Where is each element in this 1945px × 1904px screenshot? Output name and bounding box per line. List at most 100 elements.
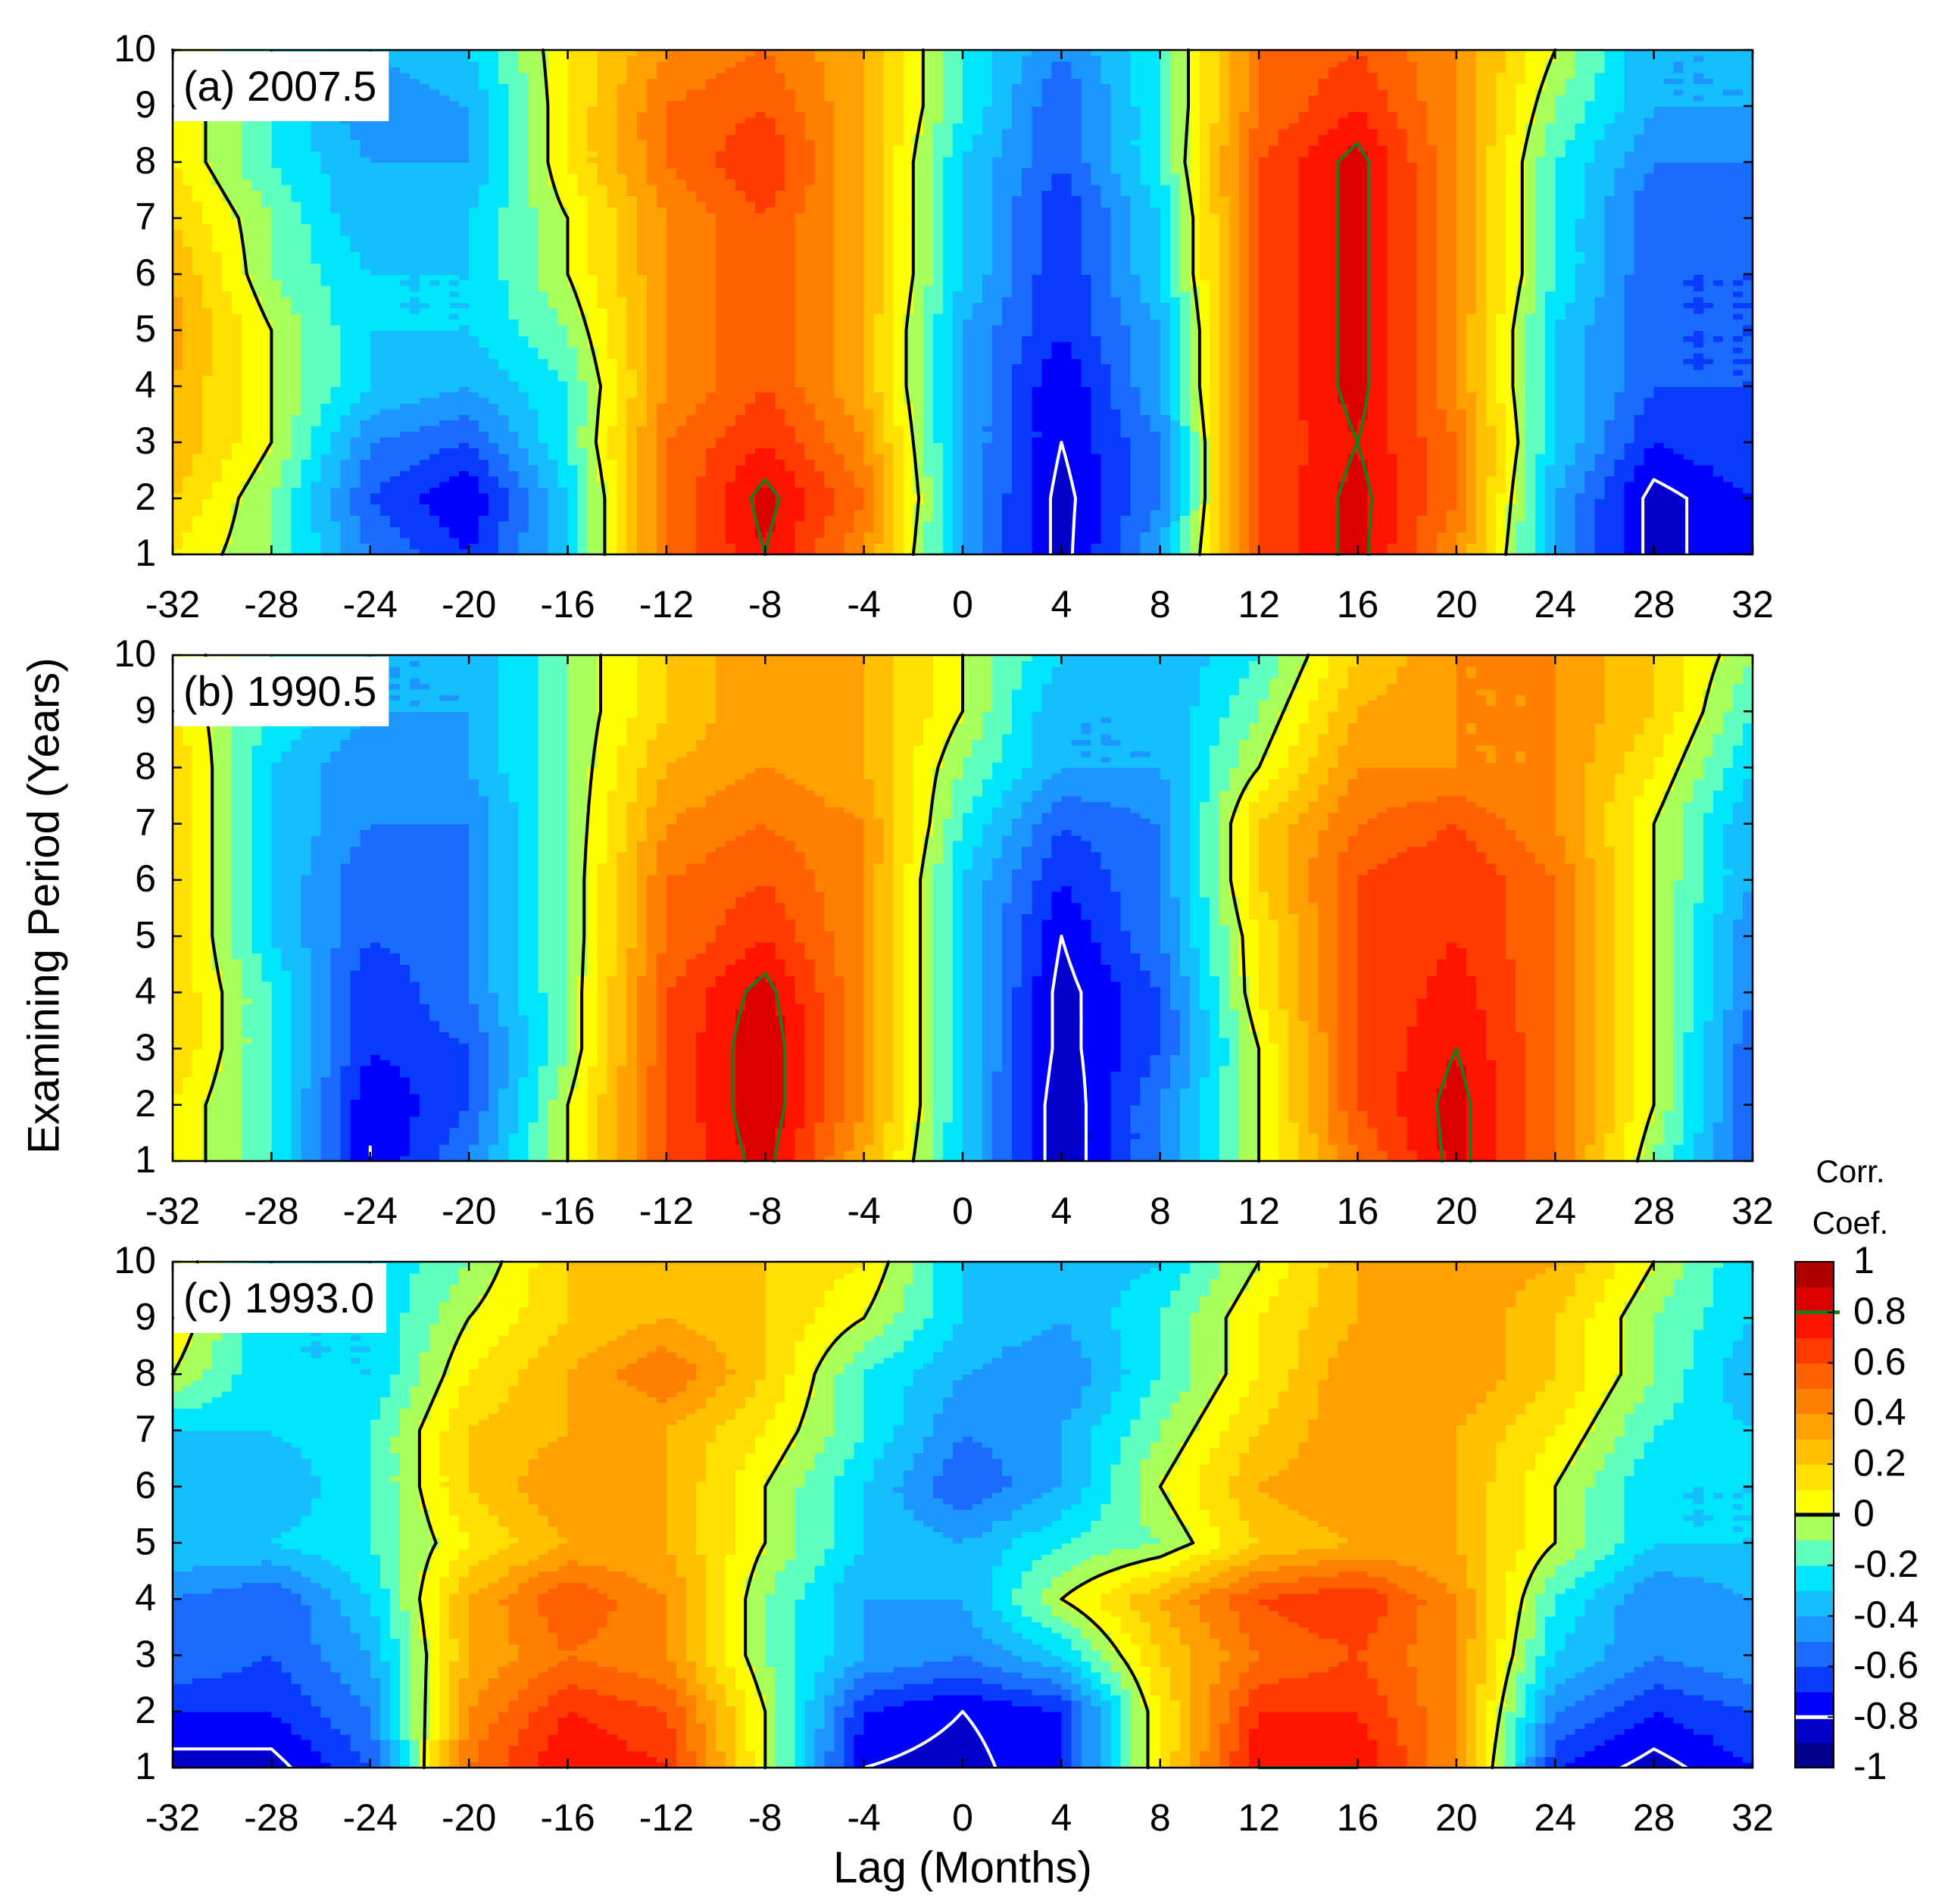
contour-fill [646, 414, 657, 421]
contour-fill [577, 285, 598, 292]
contour-fill [695, 492, 726, 499]
contour-fill [577, 509, 588, 516]
contour-fill [952, 358, 963, 365]
contour-fill [1485, 537, 1497, 544]
contour-fill [183, 347, 213, 354]
contour-fill [1614, 184, 1645, 191]
contour-fill [1032, 392, 1063, 398]
contour-fill [242, 156, 273, 163]
contour-fill [923, 448, 944, 454]
contour-fill [1091, 296, 1122, 303]
contour-fill [301, 336, 342, 342]
contour-fill [1012, 223, 1043, 230]
contour-fill [1189, 184, 1200, 191]
contour-fill [1061, 212, 1082, 219]
contour-fill [1338, 548, 1359, 555]
contour-fill [439, 279, 450, 286]
contour-fill [1130, 470, 1161, 477]
contour-fill [804, 504, 835, 510]
contour-fill [202, 397, 243, 404]
contour-fill [1456, 207, 1477, 214]
contour-fill [1732, 358, 1753, 365]
contour-fill [1535, 179, 1556, 186]
contour-fill [1338, 190, 1359, 197]
contour-fill [1179, 453, 1191, 460]
contour-fill [834, 235, 865, 242]
contour-fill [617, 268, 638, 275]
contour-fill [666, 336, 716, 342]
contour-fill [963, 274, 983, 281]
contour-fill [1298, 184, 1339, 191]
contour-fill [824, 532, 845, 538]
contour-fill [1041, 268, 1063, 275]
contour-fill [1110, 207, 1132, 214]
contour-fill [1338, 307, 1359, 314]
contour-fill [814, 162, 835, 169]
contour-fill [271, 408, 302, 415]
contour-fill [1416, 543, 1438, 550]
contour-fill [1169, 223, 1181, 230]
contour-fill [1249, 195, 1260, 202]
contour-fill [1160, 223, 1171, 230]
contour-fill [1209, 498, 1220, 505]
contour-fill [617, 223, 638, 230]
contour-fill [883, 195, 894, 202]
contour-fill [370, 386, 460, 393]
contour-fill [1219, 358, 1230, 365]
contour-fill [706, 453, 746, 460]
contour-fill [1130, 336, 1161, 342]
contour-fill [1525, 386, 1547, 393]
contour-fill [1308, 448, 1359, 454]
contour-fill [735, 470, 766, 477]
contour-fill [1239, 324, 1250, 331]
contour-fill [913, 481, 934, 488]
contour-fill [1506, 459, 1516, 466]
contour-fill [1594, 515, 1625, 522]
contour-fill [587, 195, 608, 202]
contour-fill [1683, 537, 1753, 544]
contour-fill [370, 324, 460, 331]
contour-fill [271, 481, 283, 488]
contour-fill [261, 313, 273, 320]
contour-fill [795, 436, 826, 443]
contour-fill [676, 167, 726, 174]
contour-fill [883, 487, 894, 494]
contour-fill [1101, 492, 1132, 499]
contour-fill [251, 279, 273, 286]
contour-fill [1219, 470, 1230, 477]
contour-fill [903, 324, 924, 331]
contour-fill [636, 520, 657, 527]
contour-fill [370, 307, 411, 314]
contour-fill [765, 515, 776, 522]
contour-fill [1199, 397, 1210, 404]
contour-fill [389, 476, 450, 482]
contour-fill [330, 291, 371, 298]
contour-fill [1634, 476, 1655, 482]
contour-fill [202, 291, 233, 298]
contour-fill [350, 448, 371, 454]
contour-fill [1516, 520, 1536, 527]
contour-fill [1169, 251, 1181, 258]
contour-fill [1475, 167, 1487, 174]
contour-fill [508, 201, 529, 208]
contour-fill [1209, 504, 1220, 510]
contour-fill [785, 459, 816, 466]
contour-fill [982, 464, 1013, 471]
contour-fill [1496, 364, 1516, 370]
contour-fill [1169, 218, 1181, 225]
contour-fill [1189, 532, 1200, 538]
contour-fill [1259, 167, 1300, 174]
contour-fill [1249, 162, 1260, 169]
contour-fill [1485, 324, 1497, 331]
contour-fill [883, 459, 894, 466]
contour-fill [1416, 364, 1438, 370]
contour-fill [1545, 448, 1556, 454]
contour-fill [538, 464, 559, 471]
contour-fill [1436, 403, 1457, 410]
contour-fill [1357, 218, 1369, 225]
contour-fill [1614, 190, 1635, 197]
contour-fill [1683, 279, 1704, 286]
contour-fill [1160, 162, 1171, 169]
contour-fill [1516, 459, 1526, 466]
contour-fill [1456, 375, 1467, 382]
